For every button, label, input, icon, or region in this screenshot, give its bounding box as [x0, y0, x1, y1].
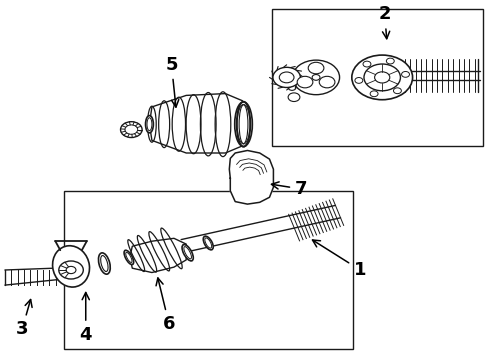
Ellipse shape	[147, 118, 152, 131]
Ellipse shape	[203, 236, 213, 250]
Circle shape	[66, 266, 76, 274]
Circle shape	[364, 64, 400, 91]
Text: 2: 2	[378, 5, 391, 39]
Polygon shape	[149, 94, 243, 153]
Bar	[272, 9, 483, 146]
Ellipse shape	[205, 238, 212, 248]
Circle shape	[297, 76, 313, 88]
Ellipse shape	[52, 246, 90, 287]
Text: 4: 4	[79, 292, 92, 344]
Polygon shape	[229, 150, 273, 204]
Ellipse shape	[101, 256, 108, 271]
Circle shape	[402, 72, 410, 77]
Text: 3: 3	[16, 300, 32, 338]
Circle shape	[363, 61, 371, 67]
Circle shape	[393, 88, 401, 94]
Text: 5: 5	[165, 56, 179, 107]
Polygon shape	[130, 238, 186, 273]
Circle shape	[279, 72, 294, 83]
Ellipse shape	[124, 250, 134, 265]
Circle shape	[293, 60, 340, 95]
Ellipse shape	[239, 105, 248, 144]
Circle shape	[125, 125, 138, 134]
Ellipse shape	[126, 252, 132, 262]
Circle shape	[121, 122, 142, 138]
Circle shape	[288, 93, 300, 102]
Text: 7: 7	[271, 180, 308, 198]
Bar	[64, 191, 353, 349]
Ellipse shape	[184, 247, 192, 259]
Circle shape	[308, 62, 324, 74]
Circle shape	[386, 58, 394, 64]
Circle shape	[355, 77, 363, 83]
Circle shape	[352, 55, 413, 100]
Ellipse shape	[146, 116, 153, 133]
Circle shape	[273, 67, 300, 87]
Circle shape	[374, 72, 390, 83]
Text: 6: 6	[156, 278, 175, 333]
Ellipse shape	[98, 253, 110, 274]
Ellipse shape	[182, 244, 193, 261]
Ellipse shape	[237, 102, 250, 147]
Circle shape	[370, 91, 378, 97]
Text: 1: 1	[313, 240, 367, 279]
Circle shape	[312, 75, 320, 80]
Circle shape	[319, 76, 335, 88]
Circle shape	[288, 85, 296, 90]
Circle shape	[59, 261, 83, 279]
